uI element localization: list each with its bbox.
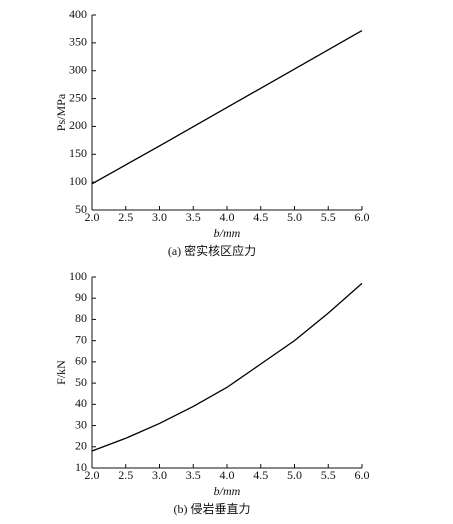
caption: (a) 密实核区应力: [168, 243, 256, 258]
y-tick-label: 400: [69, 7, 87, 21]
caption: (b) 侵岩垂直力: [174, 501, 251, 516]
x-tick-label: 2.0: [85, 210, 100, 224]
x-tick-label: 4.0: [220, 468, 235, 482]
x-tick-label: 2.5: [118, 468, 133, 482]
y-tick-label: 50: [75, 375, 87, 389]
data-line: [91, 30, 363, 185]
y-tick-label: 30: [75, 417, 87, 431]
x-tick-label: 3.5: [186, 210, 201, 224]
x-axis-label: b/mm: [214, 226, 241, 240]
x-tick-label: 3.5: [186, 468, 201, 482]
y-tick-label: 20: [75, 439, 87, 453]
x-tick-label: 3.0: [152, 468, 167, 482]
x-tick-label: 5.5: [321, 468, 336, 482]
x-tick-label: 6.0: [355, 210, 370, 224]
x-tick-label: 2.0: [85, 468, 100, 482]
y-tick-label: 200: [69, 118, 87, 132]
x-tick-label: 5.0: [287, 468, 302, 482]
x-tick-label: 5.0: [287, 210, 302, 224]
y-tick-label: 100: [69, 174, 87, 188]
y-tick-label: 40: [75, 396, 87, 410]
y-tick-label: 60: [75, 354, 87, 368]
y-axis-label: Ps/MPa: [54, 93, 68, 131]
x-tick-label: 4.5: [253, 468, 268, 482]
y-tick-label: 50: [75, 202, 87, 216]
y-tick-label: 250: [69, 90, 87, 104]
x-tick-label: 2.5: [118, 210, 133, 224]
y-tick-label: 10: [75, 460, 87, 474]
x-tick-label: 4.5: [253, 210, 268, 224]
x-axis-label: b/mm: [214, 484, 241, 498]
y-tick-label: 70: [75, 332, 87, 346]
y-tick-label: 80: [75, 311, 87, 325]
x-tick-label: 6.0: [355, 468, 370, 482]
y-axis-label: F/kN: [54, 360, 68, 385]
y-tick-label: 100: [69, 269, 87, 283]
y-tick-label: 90: [75, 290, 87, 304]
y-tick-label: 150: [69, 146, 87, 160]
y-tick-label: 300: [69, 62, 87, 76]
x-tick-label: 3.0: [152, 210, 167, 224]
data-line: [91, 282, 363, 452]
x-tick-label: 5.5: [321, 210, 336, 224]
y-tick-label: 350: [69, 35, 87, 49]
x-tick-label: 4.0: [220, 210, 235, 224]
